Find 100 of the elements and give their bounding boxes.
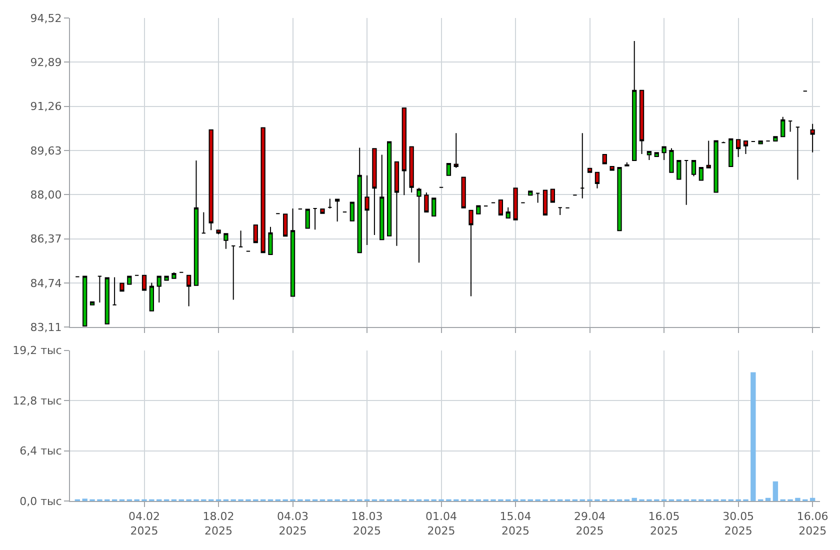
candlestick [208,129,214,231]
candlestick [328,198,332,209]
candlestick [639,90,644,154]
candlestick [409,146,414,193]
candlestick [416,187,422,264]
candlestick [149,282,154,312]
y-tick-label: 94,52 [30,12,62,25]
y-tick-label: 89,63 [30,144,62,158]
candlestick [654,152,659,157]
x-tick-label: 04.02 2025 [128,510,160,538]
bar [632,498,637,501]
candlestick [253,224,258,244]
candlestick [120,282,124,292]
candlestick [594,172,600,189]
candlestick [432,198,436,217]
bar [750,372,756,501]
candlestick [550,188,555,203]
candlestick [238,230,244,248]
y-tick-label: 91,26 [30,100,62,114]
candlestick [454,132,458,168]
candlestick [305,208,310,229]
candlestick [142,274,147,291]
candlestick [402,107,406,196]
x-tick-label: 04.03 2025 [277,510,309,538]
candlestick [580,132,585,199]
candlestick [372,148,377,236]
candlestick [513,188,518,220]
y-tick-label: 83,11 [30,320,62,334]
candlestick [104,277,110,324]
bar [810,498,816,501]
x-tick-label: 16.06 2025 [796,510,828,538]
candlestick [646,151,652,160]
candlestick [617,167,622,232]
candlestick [82,276,88,327]
candlestick [662,146,666,160]
candlestick [201,212,206,234]
candlestick [156,276,162,303]
y-tick-label: 12,8 тыс [12,394,62,408]
y-tick-label: 92,89 [30,56,62,70]
candlestick [706,140,711,168]
bar [765,498,771,501]
candlestick [795,126,800,180]
x-tick-label: 29.04 2025 [574,510,606,538]
candlestick [669,148,674,173]
candlestick [424,192,429,212]
candlestick [461,176,466,208]
candlestick [260,127,266,254]
candlestick [172,272,176,279]
x-tick-label: 30.05 2025 [722,510,754,538]
candlestick [127,276,132,285]
candlestick [446,162,452,176]
candlestick [224,233,228,250]
candlestick [186,274,192,307]
x-tick-label: 01.04 2025 [426,510,458,538]
candlestick [714,140,718,193]
y-tick-label: 19,2 тыс [12,344,62,358]
candlestick [736,139,741,158]
candlestick [394,161,400,246]
candlestick [684,160,689,206]
candlestick [350,202,354,222]
candlestick [386,141,392,236]
y-tick-label: 0,0 тыс [20,494,62,508]
candlestick [268,226,273,256]
candlestick [698,167,704,181]
candlestick [231,245,236,300]
y-tick-label: 86,37 [30,232,62,246]
candlestick [558,207,562,216]
candlestick [788,120,793,132]
y-tick-label: 84,74 [30,276,62,290]
candlestick [676,160,682,180]
candlestick [536,192,540,204]
candlestick [728,138,734,167]
candlestick [498,200,504,216]
candlestick [632,40,637,161]
x-tick-label: 16.05 2025 [648,510,680,538]
candlestick [290,208,296,297]
candlestick [335,198,340,222]
candlestick [743,140,748,154]
x-tick-label: 18.03 2025 [351,510,383,538]
y-tick-label: 6,4 тыс [20,444,62,458]
candlestick [97,276,102,303]
candlestick [112,276,117,306]
bar [795,498,800,501]
candlestick [380,154,384,240]
x-tick-label: 18.02 2025 [202,510,234,538]
candlestick [283,214,288,238]
candlestick [542,190,548,216]
candlestick [476,205,481,214]
candlestick [468,210,474,297]
candlestick [691,160,696,177]
candlestick [364,174,370,246]
candlestick [312,208,318,230]
candlestick [506,206,510,218]
candlestick [780,116,786,138]
candlestick [194,160,199,286]
x-tick-label: 15.04 2025 [500,510,532,538]
y-tick-label: 88,00 [30,188,62,202]
candlestick [602,154,607,164]
candlestick [357,147,362,254]
bar [772,481,778,501]
